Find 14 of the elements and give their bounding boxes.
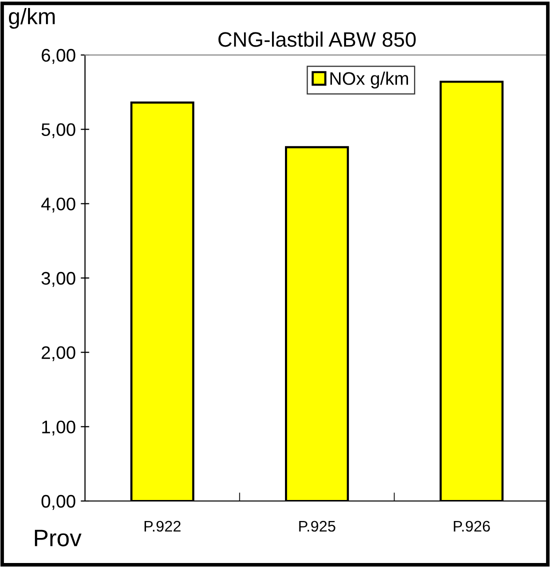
y-axis-title: g/km: [8, 8, 55, 29]
y-tick-label: 6,00: [42, 48, 76, 64]
legend-label: NOx g/km: [330, 72, 408, 89]
x-tick-label: P.926: [454, 520, 490, 532]
chart-title: CNG-lastbil ABW 850: [218, 32, 416, 47]
y-tick-label: 0,00: [42, 494, 76, 510]
x-tick-label: P.925: [299, 520, 336, 532]
y-tick-label: 4,00: [41, 198, 76, 213]
y-tick-label: 3,00: [42, 272, 76, 287]
y-tick-label: 1,00: [42, 420, 76, 436]
x-tick-label: P.922: [144, 520, 181, 532]
y-tick-label: 5,00: [42, 123, 76, 138]
y-tick-label: 2,00: [42, 346, 76, 362]
x-axis-title: Prov: [34, 530, 82, 546]
